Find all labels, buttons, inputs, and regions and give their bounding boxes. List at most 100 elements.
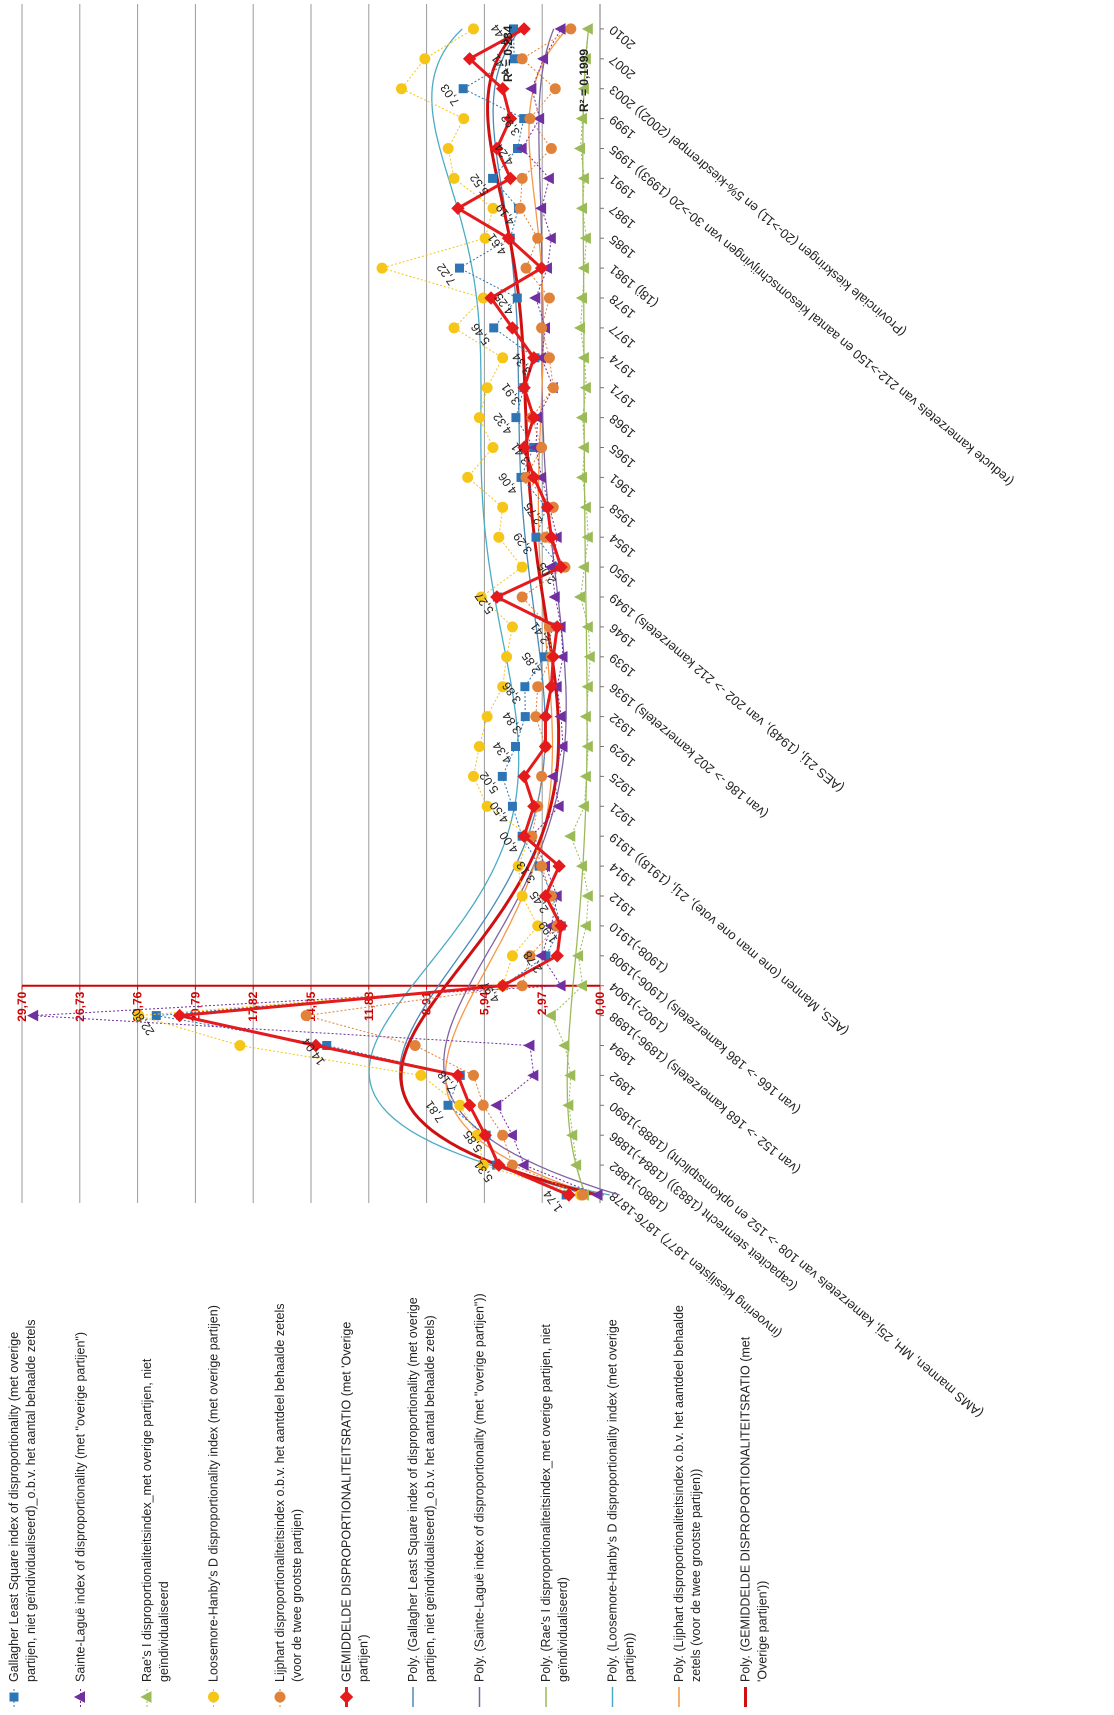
x-tick-label: 1968: [606, 411, 638, 441]
marker: [575, 292, 587, 304]
marker: [523, 1039, 535, 1052]
marker: [339, 1690, 354, 1704]
marker: [554, 560, 568, 574]
marker: [573, 322, 586, 334]
marker: [458, 113, 470, 125]
legend-item: Poly. (Loosemore-Hanby's D disproportion…: [606, 1316, 637, 1707]
data-label: 3,84: [499, 709, 524, 736]
marker: [573, 591, 586, 603]
marker: [234, 1040, 246, 1051]
marker: [497, 771, 507, 781]
marker: [529, 292, 541, 304]
marker: [542, 172, 554, 185]
marker: [376, 262, 388, 274]
marker: [514, 202, 526, 214]
marker: [515, 142, 527, 155]
annotation: R² = 0,284: [501, 25, 515, 82]
marker: [151, 1011, 161, 1021]
marker: [535, 949, 547, 962]
marker: [550, 620, 564, 634]
marker: [577, 82, 589, 95]
data-label: 5,52: [467, 171, 492, 198]
marker: [487, 442, 499, 453]
marker: [536, 442, 548, 453]
marker: [458, 84, 468, 94]
marker: [581, 23, 593, 35]
marker: [468, 1069, 480, 1081]
data-label: 7,22: [434, 261, 459, 288]
marker: [532, 681, 544, 693]
marker: [579, 232, 591, 245]
marker: [133, 1010, 145, 1022]
marker: [575, 202, 587, 215]
marker: [507, 801, 517, 811]
marker: [581, 531, 593, 544]
marker: [544, 1009, 556, 1022]
marker: [543, 292, 555, 304]
marker: [566, 1129, 578, 1142]
marker: [520, 682, 530, 692]
trendline: [443, 28, 620, 1196]
marker: [516, 561, 528, 573]
marker: [506, 950, 518, 962]
marker: [544, 232, 556, 245]
marker: [581, 680, 593, 693]
marker: [517, 769, 531, 784]
marker: [300, 1010, 312, 1022]
x-tick-label: 1961: [606, 471, 638, 501]
x-tick-label: 1954: [606, 531, 638, 561]
annotation: R² = 0,1999: [577, 49, 591, 112]
series-line: [33, 28, 599, 1196]
marker: [536, 770, 548, 782]
x-tick-label: 1958: [606, 501, 638, 531]
marker: [581, 890, 593, 902]
marker: [488, 173, 498, 183]
marker: [516, 890, 528, 902]
marker: [527, 351, 541, 365]
marker: [517, 1159, 529, 1171]
marker: [497, 1129, 509, 1141]
marker: [562, 1099, 574, 1112]
y-tick-label: 5,94: [477, 991, 491, 1015]
series-line: [138, 28, 581, 1196]
marker: [517, 440, 531, 455]
trendline: [444, 28, 595, 1196]
trendline: [368, 28, 610, 1196]
marker: [448, 172, 460, 184]
data-label: 3,29: [510, 530, 535, 557]
legend-item: GEMIDDELDE DISPROPORTIONALITEITSRATIO (m…: [340, 1318, 371, 1707]
marker: [527, 1069, 539, 1082]
marker: [73, 1691, 85, 1703]
marker: [547, 382, 559, 394]
marker: [487, 202, 499, 214]
marker: [564, 1069, 576, 1082]
marker: [554, 979, 566, 992]
marker: [544, 530, 559, 544]
data-label: 5,46: [468, 320, 493, 347]
marker: [505, 1129, 517, 1142]
marker: [454, 263, 464, 273]
marker: [575, 860, 587, 872]
marker: [481, 800, 493, 812]
marker: [495, 81, 510, 96]
marker: [140, 1691, 152, 1703]
marker: [556, 650, 568, 663]
legend-item: Loosemore-Hanby's D disproportionality i…: [207, 1305, 221, 1707]
marker: [548, 591, 560, 603]
marker: [481, 382, 493, 394]
legend-item: Poly. (Gallagher Least Square index of d…: [406, 1294, 437, 1707]
marker: [533, 112, 545, 125]
marker: [579, 501, 591, 514]
marker: [448, 322, 460, 334]
marker: [516, 591, 528, 603]
x-tick-label: 1974: [606, 352, 638, 382]
data-label: 7,03: [437, 81, 462, 108]
marker: [536, 860, 548, 872]
marker: [468, 770, 480, 782]
y-tick-label: 0,00: [593, 991, 607, 1015]
trendline: [566, 28, 590, 1196]
legend-label: Sainte-Laguë index of disproportionality…: [74, 1332, 88, 1682]
marker: [535, 202, 547, 215]
marker: [309, 1038, 323, 1053]
